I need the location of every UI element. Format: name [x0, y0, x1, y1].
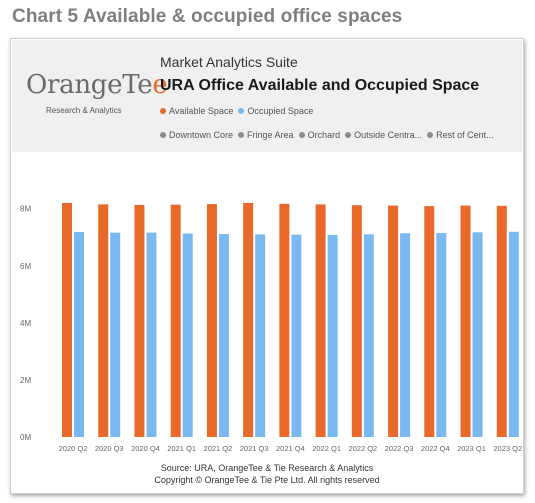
occupied-space-bar[interactable] — [146, 232, 157, 437]
legend-dot-icon — [160, 132, 166, 138]
legend-label: Fringe Area — [247, 130, 294, 140]
y-tick-label: 4M — [20, 319, 31, 328]
occupied-space-bar[interactable] — [363, 234, 374, 437]
available-space-bar[interactable] — [351, 205, 362, 437]
occupied-space-bar[interactable] — [291, 234, 302, 437]
legend-label: Downtown Core — [169, 130, 234, 140]
report-header: OrangeTee Research & Analytics Market An… — [12, 40, 522, 152]
available-space-bar[interactable] — [243, 202, 254, 437]
available-space-bar[interactable] — [460, 205, 471, 437]
legend-dot-icon — [160, 108, 166, 114]
available-space-bar[interactable] — [134, 204, 145, 437]
available-space-bar[interactable] — [279, 203, 290, 437]
legend-series-item-0[interactable]: Available Space — [160, 106, 233, 116]
copyright-note: Copyright © OrangeTee & Tie Pte Ltd. All… — [154, 475, 380, 485]
x-tick-label: 2021 Q4 — [276, 444, 305, 453]
legend-dot-icon — [298, 132, 305, 138]
y-axis: 0M 2M 4M 6M 8M — [20, 205, 31, 442]
occupied-space-bar[interactable] — [327, 234, 338, 437]
y-tick-label: 2M — [20, 376, 31, 385]
available-space-bar[interactable] — [424, 206, 435, 437]
available-space-bar[interactable] — [98, 204, 109, 437]
x-tick-label: 2021 Q2 — [204, 444, 233, 453]
source-note: Source: URA, OrangeTee & Tie Research & … — [160, 463, 374, 473]
occupied-space-bar[interactable] — [472, 232, 483, 437]
legend-dot-icon — [427, 132, 434, 138]
y-tick-label: 6M — [20, 262, 31, 271]
legend-filter-item-1[interactable]: Fringe Area — [238, 130, 294, 140]
bars — [62, 202, 519, 437]
x-tick-label: 2021 Q1 — [167, 444, 196, 453]
x-tick-label: 2022 Q1 — [312, 444, 341, 453]
legend-dot-icon — [238, 108, 245, 114]
chart-footer: Source: URA, OrangeTee & Tie Research & … — [11, 462, 523, 486]
x-tick-label: 2021 Q3 — [240, 444, 269, 453]
available-space-bar[interactable] — [62, 202, 72, 437]
legend-label: Rest of Cent... — [436, 130, 494, 140]
occupied-space-bar[interactable] — [110, 232, 121, 437]
available-space-bar[interactable] — [170, 204, 181, 437]
available-space-bar[interactable] — [206, 204, 217, 437]
legend-label: Occupied Space — [247, 106, 314, 116]
x-tick-label: 2023 Q2 — [493, 444, 522, 453]
occupied-space-bar[interactable] — [400, 233, 411, 437]
chart-caption: Chart 5 Available & occupied office spac… — [12, 6, 403, 27]
legend-label: Outside Centra... — [354, 130, 423, 140]
chart-title: URA Office Available and Occupied Space — [160, 77, 480, 94]
legend-dot-icon — [345, 132, 352, 138]
legend-filter-item-4[interactable]: Rest of Cent... — [427, 130, 494, 140]
y-tick-label: 0M — [20, 433, 31, 442]
occupied-space-bar[interactable] — [436, 232, 447, 437]
logo-subtitle: Research & Analytics — [46, 106, 122, 115]
legend-filter-item-0[interactable]: Downtown Core — [160, 130, 233, 140]
legend-label: Available Space — [169, 106, 234, 116]
series-legend: Available Space Occupied Space — [160, 106, 313, 116]
x-tick-label: 2020 Q3 — [95, 444, 124, 453]
x-tick-label: 2022 Q2 — [348, 444, 377, 453]
occupied-space-bar[interactable] — [74, 232, 84, 437]
y-tick-label: 8M — [20, 205, 31, 214]
suite-name: Market Analytics Suite — [160, 54, 298, 70]
available-space-bar[interactable] — [388, 205, 399, 437]
occupied-space-bar[interactable] — [255, 234, 266, 437]
available-space-bar[interactable] — [496, 205, 507, 437]
x-tick-label: 2020 Q2 — [59, 444, 88, 453]
x-tick-label: 2023 Q1 — [457, 444, 486, 453]
x-axis: 2020 Q2 2020 Q3 2020 Q4 2021 Q1 2021 Q2 2021 … — [59, 444, 522, 453]
orangetee-logo: OrangeTee — [26, 70, 168, 100]
legend-series-item-1[interactable]: Occupied Space — [238, 106, 313, 116]
legend-dot-icon — [238, 132, 245, 138]
x-tick-label: 2022 Q4 — [421, 444, 450, 453]
occupied-space-bar[interactable] — [182, 233, 193, 437]
legend-filter-item-2[interactable]: Orchard — [298, 130, 341, 140]
report-card: OrangeTee Research & Analytics Market An… — [10, 38, 524, 494]
x-tick-label: 2022 Q3 — [385, 444, 414, 453]
occupied-space-bar[interactable] — [218, 234, 229, 437]
legend-label: Orchard — [307, 130, 341, 140]
x-tick-label: 2020 Q4 — [131, 444, 160, 453]
occupied-space-bar[interactable] — [508, 231, 519, 437]
legend-filter-item-3[interactable]: Outside Centra... — [345, 130, 422, 140]
available-space-bar[interactable] — [315, 204, 326, 437]
region-filter-legend: Downtown Core Fringe Area Orchard Outside C… — [160, 130, 494, 140]
